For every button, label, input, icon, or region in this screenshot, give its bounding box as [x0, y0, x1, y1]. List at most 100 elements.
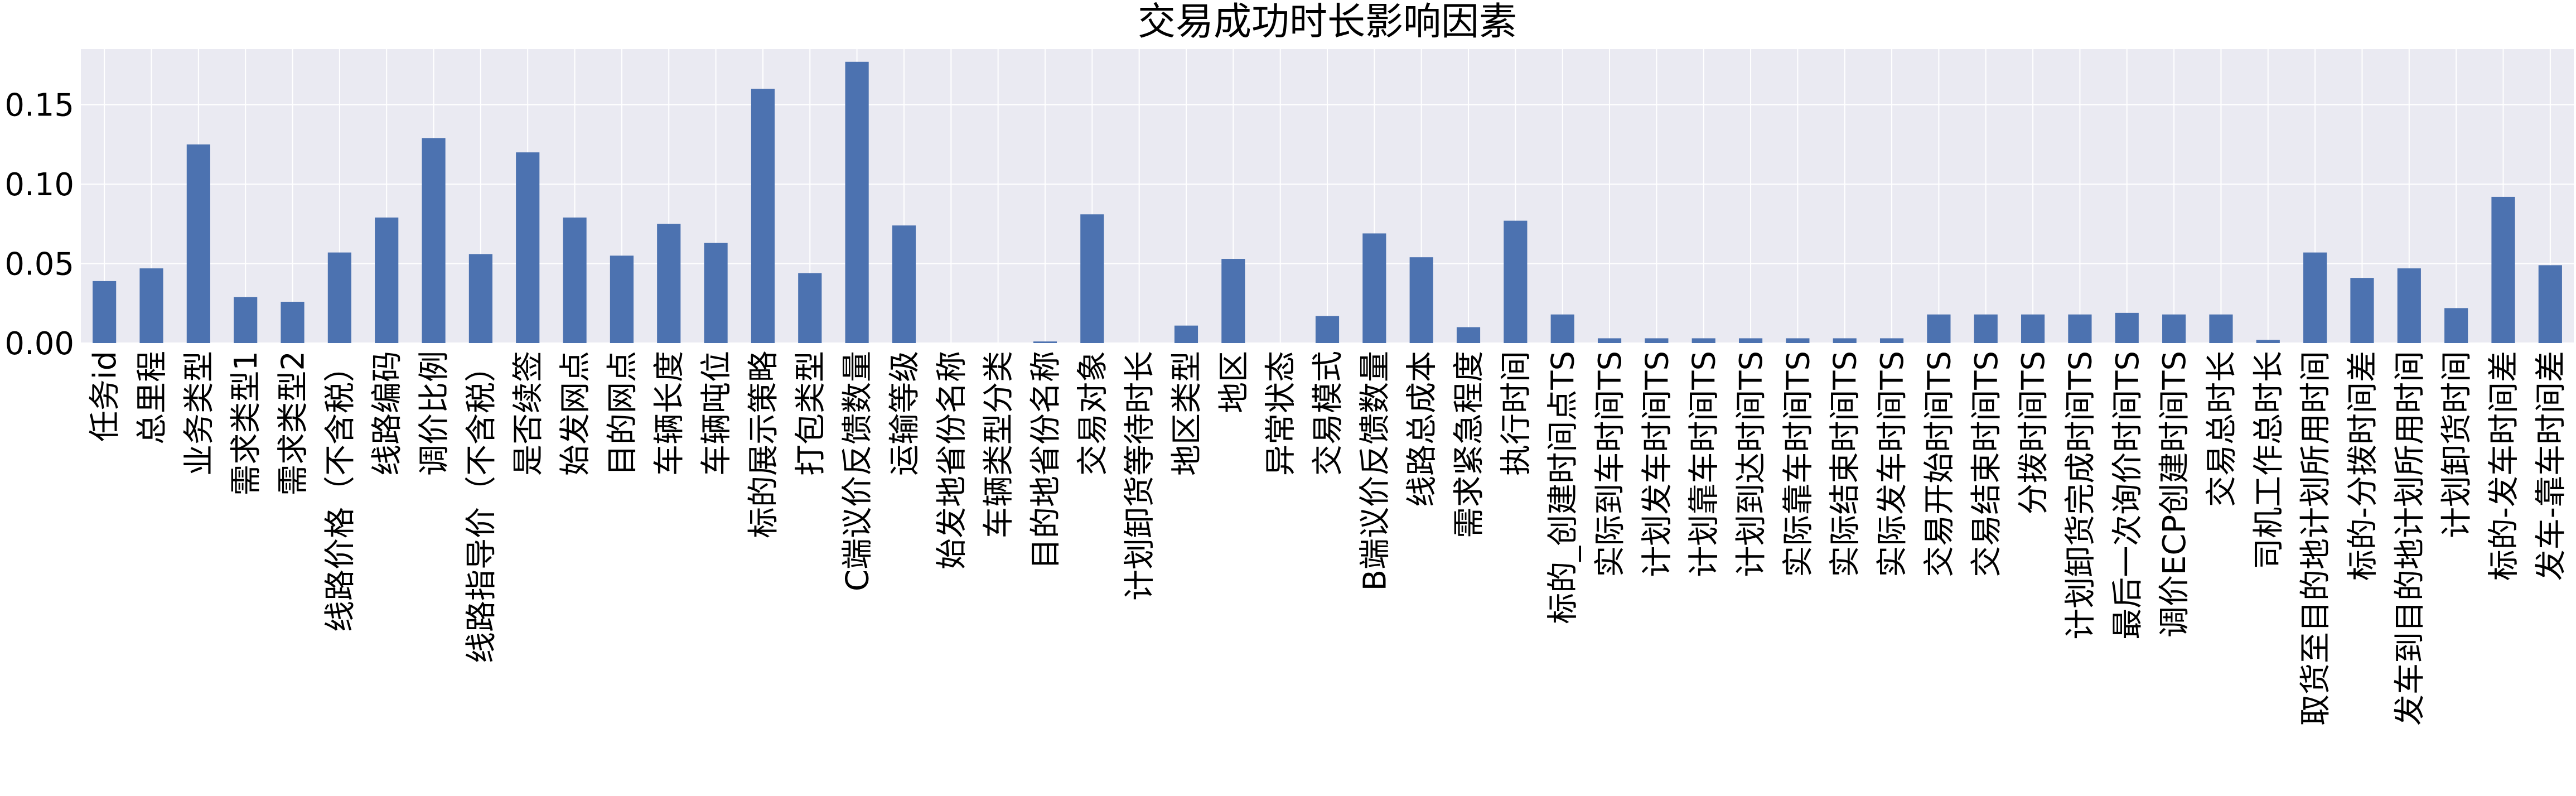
x-tick-label: 线路编码 [369, 351, 405, 476]
x-tick-label: 标的-分拨时间差 [2345, 351, 2381, 581]
x-tick-label: 交易模式 [1310, 351, 1346, 476]
x-tick-label: 异常状态 [1263, 351, 1299, 476]
bar [2444, 308, 2468, 343]
x-tick-label: 计划卸货时间 [2439, 351, 2475, 538]
x-tick-label: 目的网点 [605, 351, 641, 476]
bar [1456, 327, 1481, 343]
x-tick-label: 线路价格（不含税） [322, 351, 359, 632]
x-tick-label: 取货至目的地计划所用时间 [2298, 351, 2334, 726]
x-tick-label: 实际到车时间TS [1592, 351, 1628, 577]
bar [1174, 325, 1198, 343]
x-tick-label: 地区类型 [1169, 351, 1205, 476]
bar [1927, 314, 1951, 343]
bar [327, 252, 351, 343]
x-tick-label: 车辆类型分类 [981, 351, 1017, 538]
x-tick-label: 是否续签 [510, 351, 547, 476]
x-tick-label: 分拨时间TS [2016, 351, 2052, 515]
x-tick-label: 业务类型 [181, 351, 218, 476]
bar [2209, 314, 2233, 343]
bar [2115, 312, 2139, 343]
bar [1080, 214, 1104, 343]
bar [2068, 314, 2092, 343]
x-tick-label: 实际靠车时间TS [1780, 351, 1816, 577]
x-tick-label: 标的-发车时间差 [2486, 351, 2522, 581]
x-tick-label: 任务id [87, 351, 123, 442]
x-tick-label: 交易对象 [1075, 351, 1111, 476]
bar [468, 254, 492, 343]
bar [1691, 338, 1715, 343]
x-tick-label: 司机工作总时长 [2251, 351, 2287, 570]
x-tick-label: 运输等级 [887, 351, 923, 476]
x-tick-label: 地区 [1216, 351, 1252, 413]
x-tick-label: 始发网点 [558, 351, 594, 476]
bar [610, 255, 634, 343]
bar [234, 297, 258, 343]
bar [1645, 338, 1669, 343]
x-tick-label: 实际发车时间TS [1874, 351, 1911, 577]
x-tick-label: 计划靠车时间TS [1686, 351, 1723, 577]
x-tick-label: 计划到达时间TS [1733, 351, 1770, 577]
x-tick-label: 需求类型2 [276, 351, 312, 496]
x-tick-label: 总里程 [134, 351, 171, 445]
bar [1504, 220, 1528, 343]
x-tick-label: 始发地省份名称 [934, 351, 970, 570]
bar [751, 89, 775, 343]
bar [1974, 314, 1998, 343]
x-tick-label: 线路总成本 [1404, 351, 1441, 507]
x-tick-label: 需求类型1 [228, 351, 264, 496]
bar [1315, 316, 1340, 343]
bar [798, 273, 822, 343]
bar [704, 243, 728, 343]
x-tick-label: B端议价反馈数量 [1357, 351, 1393, 591]
x-tick-label: 目的地省份名称 [1028, 351, 1064, 570]
bar [563, 217, 587, 343]
x-tick-label: 执行时间 [1498, 351, 1534, 476]
x-tick-label: 交易总时长 [2203, 351, 2240, 507]
bar [1362, 233, 1386, 343]
x-tick-label: 实际结束时间TS [1828, 351, 1864, 577]
x-tick-label: 调价比例 [417, 351, 453, 476]
bar [2538, 265, 2562, 343]
bar [281, 301, 305, 343]
chart-title: 交易成功时长影响因素 [1138, 0, 1517, 44]
bar [2397, 268, 2421, 343]
x-tick-label: 标的_创建时间点TS [1545, 351, 1582, 624]
bar [2350, 278, 2374, 343]
bar [892, 225, 916, 343]
x-tick-label: 线路指导价（不含税） [463, 351, 500, 663]
y-tick-label: 0.10 [4, 167, 74, 203]
x-tick-label: 计划卸货完成时间TS [2062, 351, 2099, 640]
bar [1221, 259, 1245, 343]
bar [139, 268, 163, 343]
y-tick-label: 0.00 [4, 326, 74, 362]
x-tick-label: 发车到目的地计划所用时间 [2392, 351, 2428, 726]
bar [422, 138, 446, 343]
bar [845, 61, 869, 344]
x-tick-label: C端议价反馈数量 [840, 351, 876, 591]
bar [516, 152, 540, 343]
bar [1786, 338, 1810, 343]
bar [1550, 314, 1574, 343]
y-axis-ticks: 0.00 0.05 0.10 0.15 [4, 88, 74, 362]
y-tick-label: 0.15 [4, 88, 74, 124]
bar [1833, 338, 1857, 343]
x-tick-label: 发车-靠车时间差 [2533, 351, 2569, 581]
bar [1597, 338, 1622, 343]
x-tick-label: 车辆长度 [651, 351, 688, 476]
bar [1409, 257, 1433, 343]
bar [2303, 252, 2327, 343]
x-tick-label: 交易结束时间TS [1969, 351, 2005, 577]
x-tick-label: 需求紧急程度 [1451, 351, 1487, 538]
bar [2256, 340, 2280, 343]
bar [1738, 338, 1763, 343]
x-tick-label: 车辆吨位 [699, 351, 735, 476]
x-tick-label: 打包类型 [792, 351, 829, 476]
x-tick-label: 交易开始时间TS [1921, 351, 1958, 577]
bar [657, 224, 681, 343]
x-axis-ticks: 任务id 总里程 业务类型 需求类型1 需求类型2 线路价格（不含税） 线路编码 调价比例 线路… [87, 351, 2569, 726]
y-tick-label: 0.05 [4, 247, 74, 283]
x-tick-label: 计划发车时间TS [1639, 351, 1675, 577]
bar [186, 144, 210, 343]
bar [2491, 196, 2515, 343]
